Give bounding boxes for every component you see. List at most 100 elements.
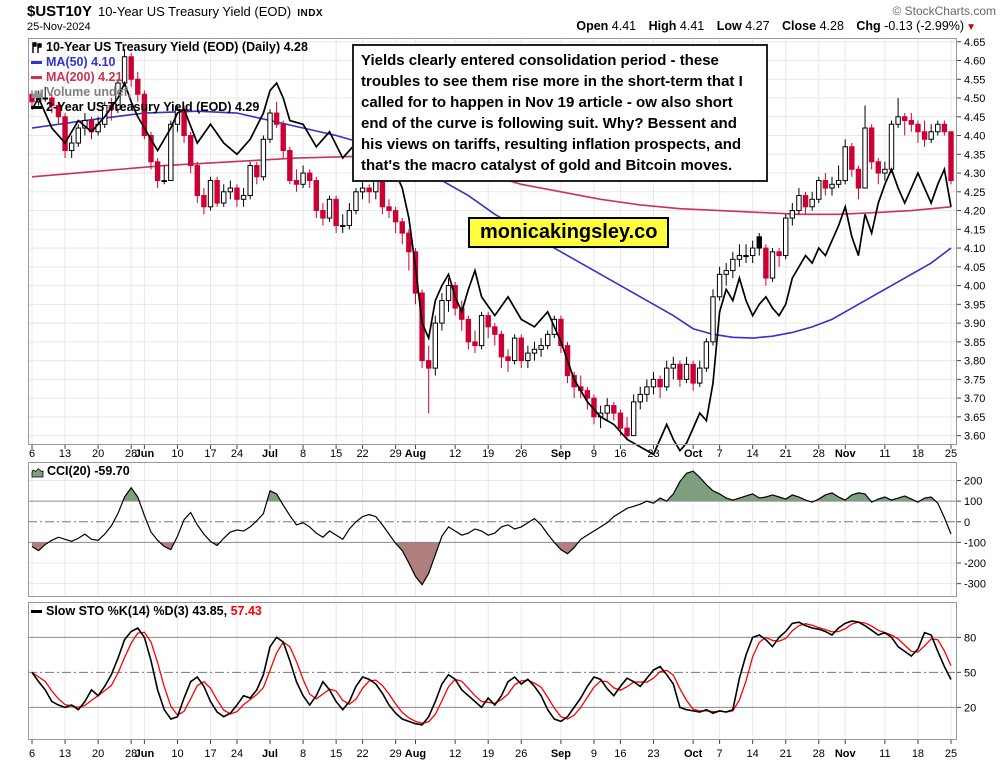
svg-text:100: 100: [964, 496, 982, 508]
svg-text:4.00: 4.00: [964, 281, 985, 293]
svg-text:4.65: 4.65: [964, 37, 985, 49]
svg-text:17: 17: [204, 448, 216, 460]
svg-text:3.90: 3.90: [964, 318, 985, 330]
svg-text:Nov: Nov: [835, 448, 857, 460]
svg-text:Jun: Jun: [135, 448, 155, 460]
svg-text:26: 26: [515, 448, 527, 460]
svg-text:26: 26: [515, 748, 527, 760]
svg-text:21: 21: [780, 748, 792, 760]
svg-text:Sep: Sep: [551, 448, 571, 460]
t2y-label: 2-Year US Treasury Yield (EOD) 4.29: [46, 100, 260, 114]
svg-text:10: 10: [171, 748, 183, 760]
svg-text:20: 20: [92, 448, 104, 460]
ma200-swatch: [31, 76, 42, 79]
svg-text:4.50: 4.50: [964, 93, 985, 105]
svg-text:4.15: 4.15: [964, 224, 985, 236]
svg-text:11: 11: [879, 748, 890, 760]
svg-text:20: 20: [92, 748, 104, 760]
svg-text:Oct: Oct: [684, 448, 703, 460]
svg-text:8: 8: [300, 748, 306, 760]
svg-text:11: 11: [879, 448, 890, 460]
svg-text:Jun: Jun: [135, 748, 155, 760]
svg-text:Jul: Jul: [262, 448, 278, 460]
svg-text:0: 0: [964, 517, 970, 529]
svg-text:Jul: Jul: [262, 748, 278, 760]
main-chart-legend: 10-Year US Treasury Yield (EOD) (Daily) …: [31, 40, 308, 115]
svg-text:Aug: Aug: [405, 448, 426, 460]
moving-averages: [31, 110, 952, 339]
quote-summary: Open 4.41 High 4.41 Low 4.27 Close 4.28 …: [567, 19, 976, 33]
analyst-annotation-box: Yields clearly entered consolidation per…: [352, 44, 768, 182]
close-value: 4.28: [819, 19, 844, 33]
svg-text:4.25: 4.25: [964, 187, 985, 199]
svg-text:23: 23: [647, 748, 659, 760]
svg-text:4.45: 4.45: [964, 112, 985, 124]
sto-d-value: 57.43: [230, 604, 262, 618]
svg-text:9: 9: [591, 448, 597, 460]
chart-date: 25-Nov-2024: [27, 21, 91, 33]
ma200-label: MA(200) 4.21: [46, 70, 123, 84]
svg-text:29: 29: [390, 448, 402, 460]
svg-text:13: 13: [59, 448, 71, 460]
svg-text:3.85: 3.85: [964, 337, 985, 349]
axis-labels: 4.65 4.60 4.55 4.50 4.45 4.40 4.35 4.30 4.25 4.20…: [29, 37, 986, 760]
svg-text:24: 24: [231, 448, 243, 460]
svg-text:-300: -300: [964, 579, 986, 591]
svg-text:4.30: 4.30: [964, 168, 985, 180]
volume-label: Volume undef,: [46, 85, 132, 99]
svg-text:4.40: 4.40: [964, 131, 985, 143]
svg-text:22: 22: [356, 748, 368, 760]
svg-text:3.70: 3.70: [964, 393, 985, 405]
stochastic-indicator: [28, 620, 957, 726]
volume-icon: [31, 87, 43, 99]
svg-text:21: 21: [780, 448, 792, 460]
svg-text:20: 20: [964, 702, 976, 714]
svg-text:10: 10: [171, 448, 183, 460]
panel-borders: [28, 38, 957, 740]
svg-text:7: 7: [717, 748, 723, 760]
low-label: Low: [716, 19, 742, 33]
copyright-notice: © StockCharts.com: [892, 4, 996, 18]
svg-text:19: 19: [482, 448, 494, 460]
two-year-yield-line: [31, 80, 952, 456]
svg-text:16: 16: [614, 748, 626, 760]
sto-label: Slow STO %K(14) %D(3) 43.85,: [46, 604, 228, 618]
chg-down-icon: ▼: [966, 22, 976, 33]
svg-text:12: 12: [449, 448, 461, 460]
svg-text:18: 18: [912, 748, 924, 760]
cci-legend: CCI(20) -59.70: [31, 464, 130, 479]
svg-text:14: 14: [747, 448, 759, 460]
svg-text:Sep: Sep: [551, 748, 571, 760]
svg-text:4.20: 4.20: [964, 206, 985, 218]
high-label: High: [648, 19, 677, 33]
svg-text:3.95: 3.95: [964, 299, 985, 311]
svg-text:28: 28: [813, 748, 825, 760]
svg-text:12: 12: [449, 748, 461, 760]
high-value: 4.41: [679, 19, 705, 33]
svg-text:16: 16: [614, 448, 626, 460]
svg-text:3.80: 3.80: [964, 356, 985, 368]
svg-text:25: 25: [945, 748, 957, 760]
svg-text:4.55: 4.55: [964, 74, 985, 86]
svg-text:80: 80: [964, 632, 976, 644]
main-series-label: 10-Year US Treasury Yield (EOD) (Daily) …: [46, 40, 308, 54]
ma50-label: MA(50) 4.10: [46, 55, 116, 69]
svg-text:4.35: 4.35: [964, 149, 985, 161]
cci-label: CCI(20) -59.70: [47, 464, 130, 478]
chg-value: -0.13 (-2.99%): [884, 19, 965, 33]
close-label: Close: [782, 19, 817, 33]
svg-text:3.75: 3.75: [964, 374, 985, 386]
svg-text:15: 15: [330, 448, 342, 460]
svg-text:Nov: Nov: [835, 748, 857, 760]
svg-text:7: 7: [717, 448, 723, 460]
svg-text:13: 13: [59, 748, 71, 760]
svg-text:28: 28: [125, 448, 137, 460]
svg-text:28: 28: [125, 748, 137, 760]
t2y-swatch: [31, 106, 42, 109]
svg-text:29: 29: [390, 748, 402, 760]
cci-indicator: [28, 470, 957, 586]
sto-legend: Slow STO %K(14) %D(3) 43.85, 57.43: [31, 604, 262, 619]
svg-text:17: 17: [204, 748, 216, 760]
chg-label: Chg: [856, 19, 881, 33]
